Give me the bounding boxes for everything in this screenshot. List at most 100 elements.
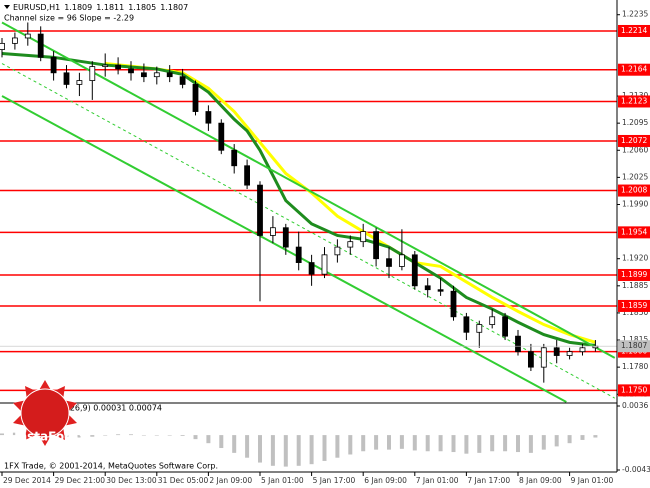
level-label-box xyxy=(618,268,650,281)
y-tick-label: 1.2095 xyxy=(622,118,648,127)
level-label: 1.1954 xyxy=(621,227,647,236)
level-label: 1.2214 xyxy=(621,26,647,35)
candle-body xyxy=(269,227,276,236)
level-label-box xyxy=(618,24,650,37)
candle-body xyxy=(398,254,405,267)
candle-body xyxy=(128,68,134,74)
candle-body xyxy=(411,254,418,287)
macd-bar xyxy=(167,435,172,436)
macd-bar xyxy=(425,435,430,452)
candle-body xyxy=(579,347,586,353)
x-tick-label: 2 Jan 09:00 xyxy=(209,476,252,485)
candle-body xyxy=(553,347,560,356)
current-price-box xyxy=(618,340,650,353)
candle-body xyxy=(540,347,547,368)
macd-bar xyxy=(77,435,82,438)
candle-body xyxy=(502,316,508,337)
x-tick-label: 29 Dec 21:00 xyxy=(55,476,106,485)
candle-body xyxy=(257,184,263,236)
x-tick-label: 7 Jan 01:00 xyxy=(416,476,459,485)
macd-bar xyxy=(270,435,275,466)
candle-body xyxy=(360,231,367,243)
instaforex-logo: InstaForex xyxy=(13,380,86,446)
candle-body xyxy=(192,84,199,112)
indicator-line xyxy=(1,95,567,403)
macd-bar xyxy=(0,433,4,436)
macd-bar xyxy=(90,435,95,437)
macd-bar xyxy=(451,435,456,453)
level-label-box xyxy=(618,63,650,76)
indicator-line xyxy=(1,63,615,399)
candle-body xyxy=(37,33,44,58)
macd-bar xyxy=(438,435,443,452)
macd-bar xyxy=(12,432,17,436)
candle-body xyxy=(282,227,289,248)
macd-bar xyxy=(477,435,482,453)
candle-body xyxy=(205,111,212,124)
candle-body xyxy=(24,33,31,39)
chart-header: EURUSD,H1 1.1809 1.1811 1.1805 1.1807 xyxy=(13,3,188,12)
candle-body xyxy=(424,285,431,291)
level-label-box xyxy=(618,226,650,239)
level-label: 1.1859 xyxy=(621,301,647,310)
macd-bar xyxy=(541,435,546,450)
x-tick-label: 30 Dec 13:00 xyxy=(106,476,157,485)
x-tick-label: 5 Jan 01:00 xyxy=(261,476,304,485)
macd-bar xyxy=(464,435,469,454)
y-tick-label: 1.1780 xyxy=(622,362,648,371)
candle-body xyxy=(140,72,147,78)
candle-body xyxy=(244,165,250,186)
channel-info: Channel size = 96 Slope = -2.29 xyxy=(4,14,134,23)
macd-bar xyxy=(296,435,301,466)
level-label-box xyxy=(618,134,650,147)
macd-bar xyxy=(245,435,250,458)
macd-bar xyxy=(567,435,572,444)
macd-tick-label: 0.0036 xyxy=(622,401,648,410)
macd-title: MACD(12,26,9) 0.00031 0.00074 xyxy=(30,404,162,413)
level-label: 1.2164 xyxy=(621,65,647,74)
candle-body xyxy=(11,37,18,44)
plot-area xyxy=(0,21,617,467)
y-tick-label: 1.2025 xyxy=(622,172,648,181)
macd-bar xyxy=(180,435,185,436)
macd-bar xyxy=(206,435,211,444)
candle-body xyxy=(179,76,186,85)
candle-body xyxy=(218,122,225,151)
x-tick-label: 29 Dec 2014 xyxy=(3,476,51,485)
current-price-label: 1.1807 xyxy=(621,341,647,350)
candle-body xyxy=(50,56,57,74)
header-value: 1.1805 xyxy=(128,3,156,12)
level-label-box xyxy=(618,299,650,312)
level-label: 1.2072 xyxy=(621,136,647,145)
candle-body xyxy=(489,316,496,325)
macd-bar xyxy=(154,435,159,436)
macd-bar xyxy=(309,435,314,465)
candle-body xyxy=(308,262,315,275)
y-tick-label: 1.2060 xyxy=(622,145,648,154)
candle-body xyxy=(386,258,392,267)
header-value: 1.1807 xyxy=(160,3,188,12)
macd-bar xyxy=(412,435,417,451)
candle-body xyxy=(334,246,341,256)
candle-body xyxy=(463,316,470,333)
x-tick-label: 6 Jan 09:00 xyxy=(364,476,407,485)
macd-bar xyxy=(283,435,288,467)
candle-body xyxy=(153,72,160,78)
x-tick-label: 8 Jan 09:00 xyxy=(519,476,562,485)
x-tick-label: 7 Jan 17:00 xyxy=(467,476,510,485)
macd-bar xyxy=(116,434,121,436)
level-label: 1.2008 xyxy=(621,186,647,195)
candle-body xyxy=(437,289,444,292)
copyright: 1FX Trade, © 2001-2014, MetaQuotes Softw… xyxy=(4,462,218,471)
x-tick-label: 9 Jan 01:00 xyxy=(571,476,614,485)
level-label-box xyxy=(618,384,650,397)
macd-bar xyxy=(103,435,108,436)
candle-body xyxy=(515,335,521,353)
candle-body xyxy=(566,351,573,356)
macd-bar xyxy=(141,435,146,436)
macd-bar xyxy=(64,435,69,437)
macd-bar xyxy=(219,435,224,449)
candle-body xyxy=(0,42,5,50)
candle-body xyxy=(166,72,173,78)
